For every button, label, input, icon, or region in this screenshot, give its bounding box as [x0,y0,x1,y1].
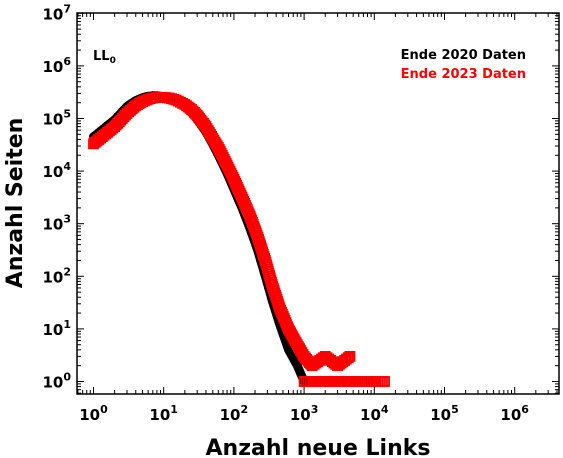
x-tick-label: 106 [500,403,529,424]
x-tick-label: 104 [360,403,389,424]
x-tick-label: 102 [220,403,249,424]
y-tick-label: 100 [42,371,71,392]
legend-entry-2023: Ende 2023 Daten [401,67,526,82]
y-tick-label: 103 [42,213,71,234]
y-tick-label: 104 [42,160,71,181]
x-tick-label: 105 [430,403,459,424]
series-0 [89,91,376,386]
y-tick-label: 105 [42,108,71,129]
data-point [342,352,354,364]
legend: Ende 2020 Daten Ende 2023 Daten [401,48,526,82]
data-marks [88,91,390,387]
legend-entry-2020: Ende 2020 Daten [401,48,526,63]
annotation-main: LL [93,49,110,64]
x-tick-label: 100 [79,403,108,424]
data-point [341,353,352,365]
panel-annotation: LL0 [93,49,116,66]
x-tick-label: 103 [290,403,319,424]
x-tick-label: 101 [149,403,178,424]
x-axis-title: Anzahl neue Links [206,436,431,458]
annotation-subscript: 0 [110,56,116,66]
data-point [344,351,356,362]
y-tick-label: 102 [42,265,71,286]
y-tick-label: 101 [42,318,71,339]
series-1 [88,91,390,387]
plot-frame [76,12,560,395]
data-point [379,376,390,387]
tick-labels: 100 101 102 103 104 105 106 100 101 102 103 104 105 1… [42,2,529,424]
y-tick-label: 106 [42,55,71,76]
axis-ticks [77,12,559,394]
y-tick-label: 107 [42,2,71,23]
y-axis-title: Anzahl Seiten [3,118,28,289]
